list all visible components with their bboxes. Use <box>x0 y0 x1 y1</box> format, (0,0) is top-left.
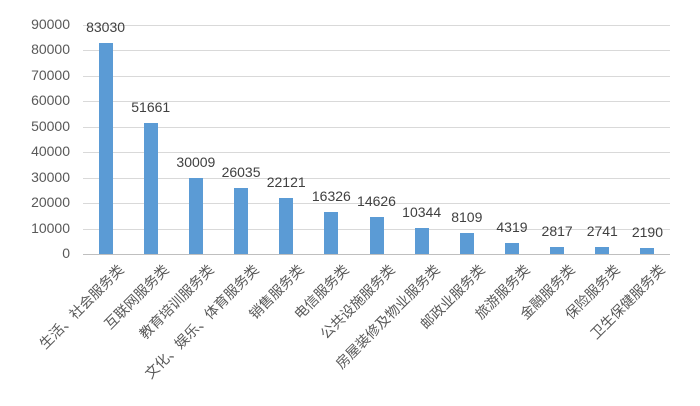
bar <box>550 246 565 254</box>
gridline <box>83 203 670 204</box>
y-tick-label: 30000 <box>31 169 70 185</box>
gridline <box>83 50 670 51</box>
gridline <box>83 178 670 179</box>
bar <box>324 212 339 254</box>
data-label: 51661 <box>131 98 171 115</box>
bar <box>143 122 158 254</box>
data-label: 4319 <box>496 219 528 235</box>
y-tick-label: 80000 <box>31 41 70 57</box>
y-tick-label: 0 <box>62 245 70 261</box>
bar <box>459 233 474 254</box>
y-tick-label: 10000 <box>31 220 70 236</box>
bar <box>595 247 610 254</box>
bar <box>640 248 655 254</box>
bar <box>369 216 384 254</box>
data-label: 10344 <box>402 203 442 220</box>
bar <box>279 197 294 254</box>
bar <box>234 187 249 254</box>
data-label: 14626 <box>357 192 396 209</box>
gridline <box>83 25 670 26</box>
y-tick-label: 50000 <box>31 118 70 134</box>
data-label: 2190 <box>631 224 663 241</box>
x-axis-line <box>83 254 670 255</box>
bar <box>188 177 203 254</box>
data-label: 83030 <box>86 18 126 35</box>
data-label: 26035 <box>221 163 261 180</box>
data-label: 2817 <box>541 222 573 239</box>
y-tick-label: 70000 <box>31 67 70 83</box>
y-tick-label: 40000 <box>31 143 70 159</box>
gridline <box>83 152 670 153</box>
y-tick-label: 20000 <box>31 194 70 210</box>
y-tick-label: 90000 <box>31 16 70 32</box>
data-label: 30009 <box>176 153 216 170</box>
gridline <box>83 101 670 102</box>
data-label: 16326 <box>311 188 351 205</box>
bar <box>504 243 519 254</box>
gridline <box>83 127 670 128</box>
data-label: 2741 <box>586 223 618 240</box>
bar <box>414 227 429 254</box>
gridline <box>83 76 670 77</box>
bar <box>98 42 113 254</box>
data-label: 8109 <box>451 209 483 226</box>
y-tick-label: 60000 <box>31 92 70 108</box>
data-label: 22121 <box>266 173 306 190</box>
